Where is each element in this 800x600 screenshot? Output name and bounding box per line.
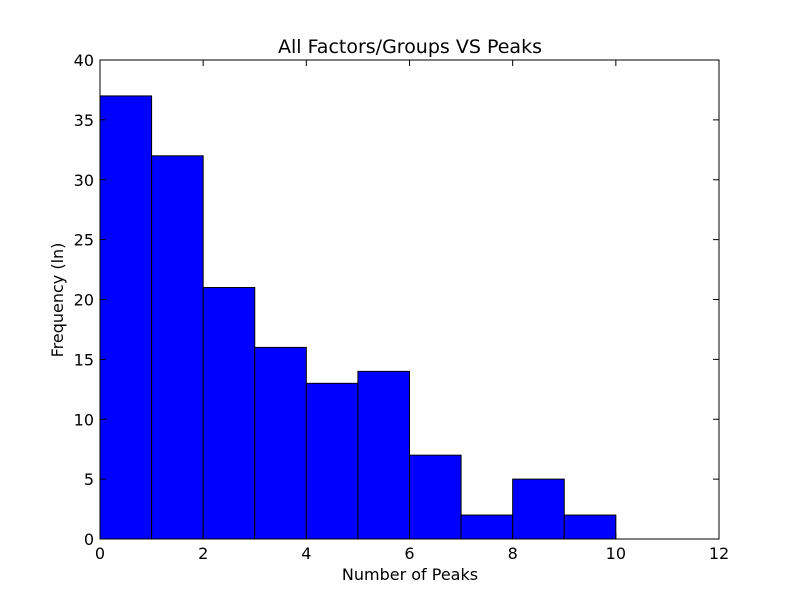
- histogram-bar: [305, 382, 359, 540]
- histogram-bar: [460, 514, 514, 540]
- y-tick-label: 35: [74, 111, 94, 130]
- x-tick-label: 0: [95, 544, 105, 563]
- y-axis-label: Frequency (ln): [48, 243, 67, 358]
- histogram-bar: [357, 370, 410, 540]
- histogram-bar: [563, 514, 617, 540]
- x-tick-label: 2: [198, 544, 208, 563]
- histogram-bar: [151, 155, 204, 540]
- x-tick-label: 10: [606, 544, 626, 563]
- y-tick-label: 20: [74, 291, 94, 310]
- x-axis-label: Number of Peaks: [342, 565, 478, 584]
- y-tick-label: 0: [84, 530, 94, 549]
- chart-title: All Factors/Groups VS Peaks: [278, 36, 542, 58]
- y-tick-label: 15: [74, 350, 94, 369]
- y-tick-label: 30: [74, 171, 94, 190]
- x-tick-label: 6: [404, 544, 414, 563]
- histogram-bar: [254, 346, 307, 540]
- y-tick-label: 40: [74, 51, 94, 70]
- y-tick-label: 10: [74, 410, 94, 429]
- x-tick-label: 12: [709, 544, 729, 563]
- histogram-bar: [202, 287, 256, 540]
- y-tick-label: 25: [74, 231, 94, 250]
- plot-area-frame: [99, 59, 720, 540]
- tick-labels-layer: 0 2 4 6 8 10 12 0 5 10 15 20 25 30 35 40: [74, 51, 730, 563]
- histogram-bar: [409, 454, 462, 540]
- x-tick-label: 4: [301, 544, 311, 563]
- histogram-bar: [512, 478, 565, 540]
- histogram-bar: [99, 95, 153, 540]
- y-tick-label: 5: [84, 470, 94, 489]
- x-tick-label: 8: [508, 544, 518, 563]
- bars-layer: [99, 95, 617, 540]
